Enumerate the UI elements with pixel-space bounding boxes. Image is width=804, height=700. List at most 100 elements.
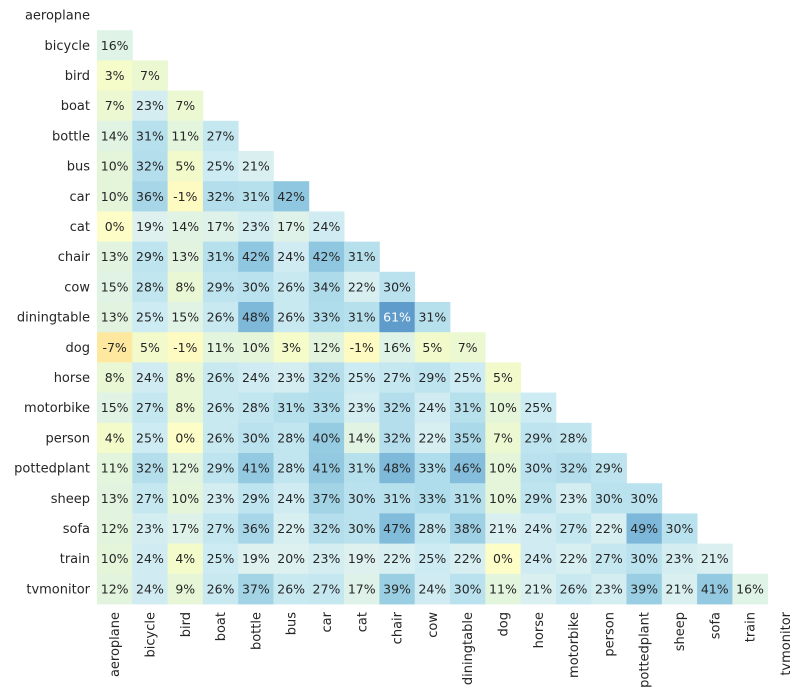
col-label-diningtable: diningtable xyxy=(461,612,476,685)
cell-label-dog-cat: -1% xyxy=(350,340,374,355)
cell-person-bottle xyxy=(238,422,274,454)
cell-diningtable-bottle xyxy=(238,302,274,333)
cell-sofa-bus xyxy=(273,513,310,544)
row-label-bird: bird xyxy=(65,69,90,84)
cell-cow-cat xyxy=(344,271,380,303)
cell-pottedplant-horse xyxy=(520,453,557,484)
cell-label-tvmonitor-bicycle: 24% xyxy=(136,581,164,596)
cell-dog-boat xyxy=(202,332,239,363)
cell-label-train-sofa: 21% xyxy=(701,551,729,566)
cell-label-motorbike-cow: 24% xyxy=(418,400,446,415)
cell-label-dog-bird: -1% xyxy=(173,340,197,355)
cell-diningtable-boat xyxy=(202,302,239,333)
cell-label-pottedplant-dog: 10% xyxy=(489,461,517,476)
col-label-bicycle: bicycle xyxy=(143,612,158,657)
cell-tvmonitor-bird xyxy=(167,573,204,605)
cell-label-sofa-bird: 17% xyxy=(171,521,199,536)
cell-train-horse xyxy=(520,543,557,575)
cell-sofa-car xyxy=(308,513,345,544)
cell-bottle-bicycle xyxy=(132,120,168,152)
cell-sofa-pottedplant xyxy=(626,513,663,544)
cell-label-tvmonitor-sheep: 21% xyxy=(666,581,694,596)
cell-bicycle-aeroplane xyxy=(97,30,133,61)
cell-label-person-horse: 29% xyxy=(524,430,552,445)
cell-train-chair xyxy=(379,543,416,575)
cell-label-train-motorbike: 22% xyxy=(560,551,588,566)
heatmap-cells: 16% 3% 7% 7% 23% 7% 14% 31% 11% 27% 10% 32% 5% 25% 21%… xyxy=(97,30,769,605)
cell-sofa-motorbike xyxy=(555,513,592,544)
cell-label-cow-chair: 30% xyxy=(383,279,411,294)
cell-label-bus-bird: 5% xyxy=(175,159,195,174)
row-label-diningtable: diningtable xyxy=(17,311,90,326)
cell-label-train-cat: 19% xyxy=(348,551,376,566)
cell-label-tvmonitor-bird: 9% xyxy=(175,581,195,596)
cell-train-pottedplant xyxy=(626,543,663,575)
cell-label-pottedplant-aeroplane: 11% xyxy=(101,461,129,476)
cell-label-car-bird: -1% xyxy=(173,189,197,204)
cell-person-bus xyxy=(273,422,310,454)
cell-label-pottedplant-cow: 33% xyxy=(418,461,446,476)
cell-label-train-bird: 4% xyxy=(175,551,195,566)
cell-person-motorbike xyxy=(555,422,592,454)
cell-pottedplant-bus xyxy=(273,453,310,484)
cell-tvmonitor-person xyxy=(591,573,627,605)
col-label-horse: horse xyxy=(532,612,547,648)
cell-label-chair-bottle: 42% xyxy=(242,249,270,264)
cell-diningtable-chair xyxy=(379,302,416,333)
cell-label-tvmonitor-cow: 24% xyxy=(418,581,446,596)
row-label-bicycle: bicycle xyxy=(45,39,90,54)
cell-label-cat-bicycle: 19% xyxy=(136,219,164,234)
cell-label-motorbike-dog: 10% xyxy=(489,400,517,415)
cell-chair-bird xyxy=(167,241,204,273)
cell-car-bottle xyxy=(238,181,274,212)
cell-label-dog-boat: 11% xyxy=(207,340,235,355)
cell-label-pottedplant-boat: 29% xyxy=(207,461,235,476)
row-label-aeroplane: aeroplane xyxy=(25,9,90,24)
cell-label-sofa-horse: 24% xyxy=(524,521,552,536)
cell-label-dog-chair: 16% xyxy=(383,340,411,355)
cell-label-horse-bird: 8% xyxy=(175,370,195,385)
cell-label-sofa-bus: 22% xyxy=(277,521,305,536)
cell-label-horse-diningtable: 25% xyxy=(454,370,482,385)
cell-label-car-bottle: 31% xyxy=(242,189,270,204)
cell-diningtable-car xyxy=(308,302,345,333)
cell-label-train-aeroplane: 10% xyxy=(101,551,129,566)
cell-label-sofa-aeroplane: 12% xyxy=(101,521,129,536)
cell-cow-bus xyxy=(273,271,310,303)
cell-sofa-bottle xyxy=(238,513,274,544)
cell-person-chair xyxy=(379,422,416,454)
cell-sofa-boat xyxy=(202,513,239,544)
cell-motorbike-aeroplane xyxy=(97,392,133,424)
cell-label-boat-bicycle: 23% xyxy=(136,98,164,113)
cell-horse-dog xyxy=(485,362,521,393)
col-label-cow: cow xyxy=(426,612,441,638)
cell-label-tvmonitor-car: 27% xyxy=(313,581,341,596)
cell-tvmonitor-sheep xyxy=(661,573,698,605)
cell-label-pottedplant-bottle: 41% xyxy=(242,461,270,476)
cell-bus-bicycle xyxy=(132,151,168,182)
cell-tvmonitor-cat xyxy=(344,573,380,605)
cell-label-motorbike-car: 33% xyxy=(313,400,341,415)
cell-chair-bottle xyxy=(238,241,274,273)
cell-diningtable-cow xyxy=(414,302,451,333)
cell-label-motorbike-bicycle: 27% xyxy=(136,400,164,415)
cell-label-train-diningtable: 22% xyxy=(454,551,482,566)
col-label-motorbike: motorbike xyxy=(567,612,582,678)
cell-label-train-chair: 22% xyxy=(383,551,411,566)
row-label-cow: cow xyxy=(64,280,90,295)
cell-cow-aeroplane xyxy=(97,271,133,303)
cell-label-chair-boat: 31% xyxy=(207,249,235,264)
cell-pottedplant-motorbike xyxy=(555,453,592,484)
cell-label-diningtable-bird: 15% xyxy=(171,310,199,325)
cell-boat-bird xyxy=(167,90,204,122)
cell-label-diningtable-bus: 26% xyxy=(277,310,305,325)
cell-train-cat xyxy=(344,543,380,575)
cell-sofa-dog xyxy=(485,513,521,544)
cell-train-bottle xyxy=(238,543,274,575)
cell-horse-bird xyxy=(167,362,204,393)
cell-sofa-cow xyxy=(414,513,451,544)
cell-label-cat-boat: 17% xyxy=(207,219,235,234)
cell-sheep-bus xyxy=(273,483,310,514)
cell-tvmonitor-chair xyxy=(379,573,416,605)
